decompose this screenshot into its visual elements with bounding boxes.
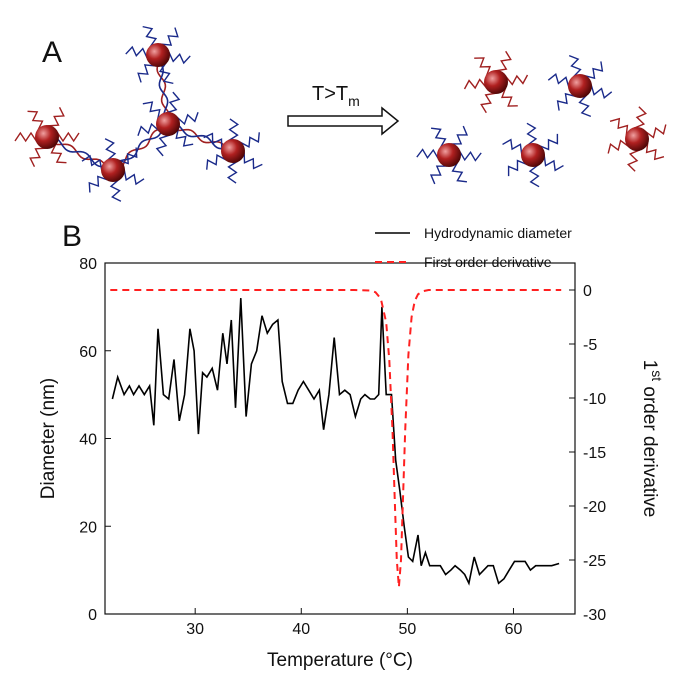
panel-a-diagram <box>14 25 667 202</box>
arrow-label-main: T>T <box>312 83 348 105</box>
nanoparticle <box>521 143 545 167</box>
arrow-label: T>Tm <box>312 83 360 109</box>
y2-axis-label: 1st order derivative <box>639 360 665 518</box>
nanoparticle <box>156 112 180 136</box>
data-line <box>110 289 562 588</box>
x-tick-label: 40 <box>292 621 310 638</box>
nanoparticle <box>146 43 170 67</box>
nanoparticle <box>437 143 461 167</box>
y2-tick-label: -5 <box>583 337 597 354</box>
x-axis-label: Temperature (°C) <box>267 650 413 671</box>
y-tick-label: 20 <box>79 519 97 536</box>
y-tick-label: 60 <box>79 344 97 361</box>
dna-duplex <box>46 136 113 174</box>
x-tick-label: 30 <box>186 621 204 638</box>
legend-label: Hydrodynamic diameter <box>424 225 572 241</box>
x-tick-label: 50 <box>398 621 416 638</box>
nanoparticle <box>101 158 125 182</box>
nanoparticle <box>221 139 245 163</box>
nanoparticle <box>625 127 649 151</box>
y2-tick-label: -20 <box>583 499 606 516</box>
nanoparticle <box>568 74 592 98</box>
y-axis-label: Diameter (nm) <box>38 378 59 499</box>
nanoparticle <box>484 70 508 94</box>
plot-frame <box>104 262 576 615</box>
legend-label: First order derivative <box>424 254 552 270</box>
y2-tick-label: -10 <box>583 391 606 408</box>
y2-label-sup: st <box>649 370 665 381</box>
arrow-label-sub: m <box>348 93 360 109</box>
panel-b-label: B <box>62 220 82 253</box>
y2-tick-label: -15 <box>583 445 606 462</box>
y-tick-label: 80 <box>79 256 97 273</box>
y2-tick-label: -25 <box>583 553 606 570</box>
y2-label-base: 1 <box>639 360 660 371</box>
y2-label-rest: order derivative <box>639 381 660 517</box>
y2-tick-label: -30 <box>583 607 606 624</box>
data-line <box>111 298 560 586</box>
y-tick-label: 0 <box>88 607 97 624</box>
transition-arrow <box>287 106 400 136</box>
y2-tick-label: 0 <box>583 283 592 300</box>
y-tick-label: 40 <box>79 432 97 449</box>
nanoparticle <box>35 125 59 149</box>
panel-a-label: A <box>42 36 62 69</box>
x-tick-label: 60 <box>505 621 523 638</box>
